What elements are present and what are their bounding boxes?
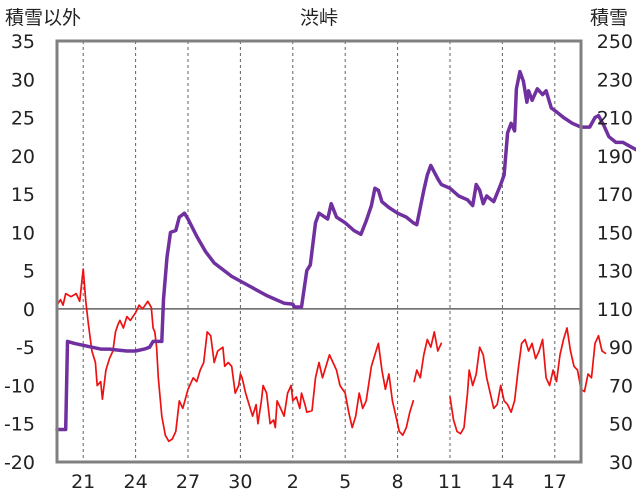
x-axis-ticks: 21 24 27 30 2 5 8 11 14 17 bbox=[71, 471, 567, 493]
right-tick-label: 110 bbox=[597, 299, 633, 321]
right-tick-label: 30 bbox=[609, 452, 633, 474]
left-tick-label: 5 bbox=[23, 261, 35, 283]
other-line-0 bbox=[56, 268, 415, 443]
other-line-1 bbox=[413, 331, 443, 383]
plot-background bbox=[57, 41, 581, 462]
right-tick-label: 150 bbox=[597, 222, 633, 244]
left-tick-label: -20 bbox=[4, 452, 35, 474]
right-tick-label: 90 bbox=[609, 337, 633, 359]
left-tick-label: 15 bbox=[11, 184, 35, 206]
x-tick-label: 21 bbox=[71, 471, 95, 493]
x-tick-label: 8 bbox=[392, 471, 404, 493]
right-axis-label: 積雪 bbox=[590, 7, 628, 29]
left-tick-label: -10 bbox=[4, 375, 35, 397]
right-tick-label: 130 bbox=[597, 261, 633, 283]
left-tick-label: 35 bbox=[11, 31, 35, 53]
right-tick-label: 170 bbox=[597, 184, 633, 206]
right-axis-ticks: 250 230 210 190 170 150 130 110 90 70 50 30 bbox=[597, 31, 633, 474]
x-tick-label: 27 bbox=[176, 471, 200, 493]
right-tick-label: 190 bbox=[597, 146, 633, 168]
series-layer bbox=[55, 69, 636, 443]
x-tick-label: 5 bbox=[339, 471, 351, 493]
right-tick-label: 210 bbox=[597, 108, 633, 130]
x-tick-label: 2 bbox=[287, 471, 299, 493]
x-tick-label: 24 bbox=[124, 471, 148, 493]
x-tick-label: 30 bbox=[228, 471, 252, 493]
left-tick-label: 10 bbox=[11, 222, 35, 244]
left-tick-label: 30 bbox=[11, 69, 35, 91]
x-tick-label: 11 bbox=[438, 471, 462, 493]
x-tick-label: 17 bbox=[543, 471, 567, 493]
left-axis-label: 積雪以外 bbox=[5, 7, 81, 29]
chart-title: 渋峠 bbox=[300, 7, 338, 29]
left-tick-label: -15 bbox=[4, 414, 35, 436]
right-tick-label: 70 bbox=[609, 375, 633, 397]
plot-frame bbox=[55, 39, 583, 464]
snow-depth-line-3 bbox=[55, 69, 636, 432]
left-tick-label: 25 bbox=[11, 108, 35, 130]
right-tick-label: 230 bbox=[597, 69, 633, 91]
right-tick-label: 50 bbox=[609, 414, 633, 436]
left-axis-ticks: 35 30 25 20 15 10 5 0 -5 -10 -15 -20 bbox=[4, 31, 35, 474]
right-tick-label: 250 bbox=[597, 31, 633, 53]
left-tick-label: -5 bbox=[16, 337, 35, 359]
left-tick-label: 0 bbox=[23, 299, 35, 321]
other-line-2 bbox=[449, 327, 607, 435]
x-tick-label: 14 bbox=[490, 471, 514, 493]
left-tick-label: 20 bbox=[11, 146, 35, 168]
